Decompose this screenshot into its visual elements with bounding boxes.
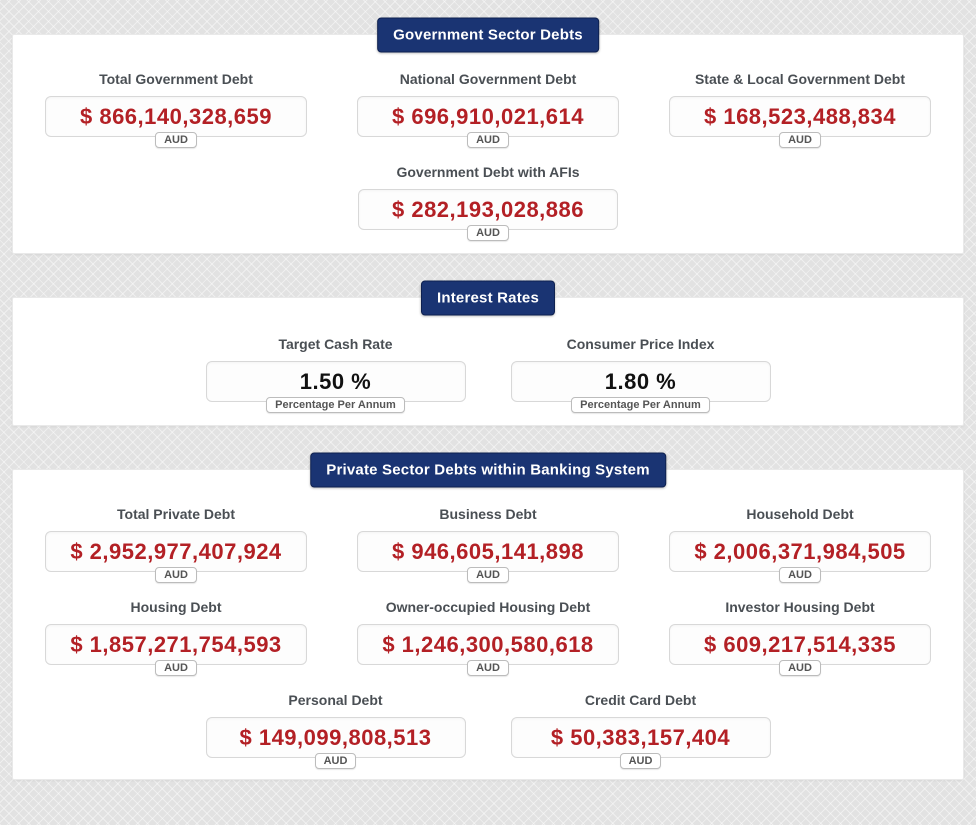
stat-value: $ 609,217,514,335 [703, 631, 896, 657]
stat-value-box: $ 168,523,488,834 [669, 96, 931, 137]
private-debts-row-2: Housing Debt $ 1,857,271,754,593 AUD Own… [45, 599, 931, 676]
stat-label: Household Debt [746, 506, 854, 522]
card-state-local-government-debt: State & Local Government Debt $ 168,523,… [669, 71, 931, 148]
stat-value: $ 1,857,271,754,593 [70, 631, 282, 657]
stat-value: 1.80 % [604, 368, 677, 394]
stat-value: $ 168,523,488,834 [703, 103, 896, 129]
stat-label: Total Government Debt [99, 71, 253, 87]
card-credit-card-debt: Credit Card Debt $ 50,383,157,404 AUD [510, 692, 771, 769]
stat-label: Total Private Debt [117, 506, 235, 522]
card-national-government-debt: National Government Debt $ 696,910,021,6… [357, 71, 619, 148]
rate-unit-badge: Percentage Per Annum [571, 397, 710, 413]
stat-value-box: $ 696,910,021,614 [357, 96, 619, 137]
stat-value: $ 2,006,371,984,505 [694, 538, 906, 564]
card-owner-occupied-housing-debt: Owner-occupied Housing Debt $ 1,246,300,… [357, 599, 619, 676]
currency-unit-badge: AUD [155, 132, 197, 148]
stat-value: $ 946,605,141,898 [391, 538, 584, 564]
stat-value-box: $ 609,217,514,335 [669, 624, 931, 665]
card-housing-debt: Housing Debt $ 1,857,271,754,593 AUD [45, 599, 307, 676]
private-debts-row-1: Total Private Debt $ 2,952,977,407,924 A… [45, 506, 931, 583]
stat-value: $ 282,193,028,886 [391, 196, 584, 222]
stat-value-box: $ 1,857,271,754,593 [45, 624, 307, 665]
currency-unit-badge: AUD [779, 567, 821, 583]
currency-unit-badge: AUD [467, 567, 509, 583]
currency-unit-badge: AUD [619, 753, 662, 769]
currency-unit-badge: AUD [155, 660, 197, 676]
stat-value: $ 2,952,977,407,924 [70, 538, 282, 564]
stat-value-box: $ 1,246,300,580,618 [357, 624, 619, 665]
stat-label: Credit Card Debt [584, 692, 697, 708]
stat-label: Housing Debt [130, 599, 222, 615]
stat-value-box: 1.50 % [205, 361, 466, 402]
stat-label: Government Debt with AFIs [396, 164, 580, 180]
card-investor-housing-debt: Investor Housing Debt $ 609,217,514,335 … [669, 599, 931, 676]
card-government-debt-with-afis: Government Debt with AFIs $ 282,193,028,… [358, 164, 618, 241]
stat-value-box: 1.80 % [510, 361, 771, 402]
currency-unit-badge: AUD [467, 660, 509, 676]
currency-unit-badge: AUD [467, 225, 509, 241]
stat-label: National Government Debt [399, 71, 577, 87]
stat-label: Target Cash Rate [278, 336, 393, 352]
section-title-badge: Government Sector Debts [377, 17, 599, 53]
stat-value-box: $ 2,006,371,984,505 [669, 531, 931, 572]
stat-value-box: $ 2,952,977,407,924 [45, 531, 307, 572]
card-consumer-price-index: Consumer Price Index 1.80 % Percentage P… [510, 336, 771, 413]
section-title-badge: Interest Rates [420, 280, 556, 316]
currency-unit-badge: AUD [314, 753, 357, 769]
card-target-cash-rate: Target Cash Rate 1.50 % Percentage Per A… [205, 336, 466, 413]
card-business-debt: Business Debt $ 946,605,141,898 AUD [357, 506, 619, 583]
interest-rates-row: Target Cash Rate 1.50 % Percentage Per A… [45, 336, 931, 413]
section-title-badge: Private Sector Debts within Banking Syst… [310, 452, 666, 488]
section-interest-rates: Interest Rates Target Cash Rate 1.50 % P… [12, 280, 964, 426]
currency-unit-badge: AUD [779, 132, 821, 148]
stat-label: Personal Debt [288, 692, 383, 708]
card-personal-debt: Personal Debt $ 149,099,808,513 AUD [205, 692, 466, 769]
stat-value: $ 50,383,157,404 [550, 724, 731, 750]
card-total-private-debt: Total Private Debt $ 2,952,977,407,924 A… [45, 506, 307, 583]
stat-value: $ 149,099,808,513 [239, 724, 432, 750]
stat-label: Investor Housing Debt [725, 599, 875, 615]
rate-unit-badge: Percentage Per Annum [266, 397, 405, 413]
currency-unit-badge: AUD [779, 660, 821, 676]
stat-value-box: $ 149,099,808,513 [205, 717, 466, 758]
stat-value-box: $ 282,193,028,886 [358, 189, 618, 230]
government-debts-row-2: Government Debt with AFIs $ 282,193,028,… [45, 164, 931, 241]
card-total-government-debt: Total Government Debt $ 866,140,328,659 … [45, 71, 307, 148]
section-government-debts: Government Sector Debts Total Government… [12, 17, 964, 254]
private-debts-row-3: Personal Debt $ 149,099,808,513 AUD Cred… [45, 692, 931, 769]
stat-label: State & Local Government Debt [694, 71, 906, 87]
stat-value: 1.50 % [299, 368, 372, 394]
card-household-debt: Household Debt $ 2,006,371,984,505 AUD [669, 506, 931, 583]
stat-value-box: $ 50,383,157,404 [510, 717, 771, 758]
stat-value: $ 866,140,328,659 [79, 103, 272, 129]
stat-value-box: $ 946,605,141,898 [357, 531, 619, 572]
stat-value-box: $ 866,140,328,659 [45, 96, 307, 137]
stat-label: Consumer Price Index [566, 336, 715, 352]
stat-value: $ 1,246,300,580,618 [382, 631, 594, 657]
currency-unit-badge: AUD [155, 567, 197, 583]
stat-label: Owner-occupied Housing Debt [385, 599, 591, 615]
currency-unit-badge: AUD [467, 132, 509, 148]
government-debts-row-1: Total Government Debt $ 866,140,328,659 … [45, 71, 931, 148]
stat-label: Business Debt [439, 506, 537, 522]
stat-value: $ 696,910,021,614 [391, 103, 584, 129]
section-private-debts: Private Sector Debts within Banking Syst… [12, 452, 964, 780]
